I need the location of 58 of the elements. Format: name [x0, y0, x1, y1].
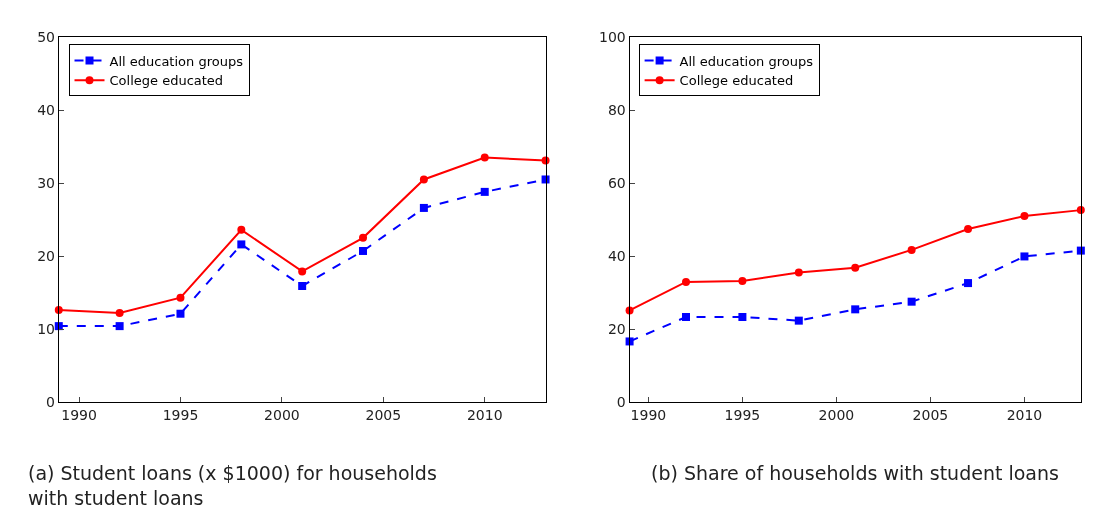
y-tick-label: 0 [616, 393, 626, 410]
text: (b) Share of households with student loans [651, 462, 1059, 484]
point [359, 246, 368, 255]
x-tick-label: 1995 [724, 406, 761, 423]
point [794, 268, 803, 277]
y-tick-label: 20 [607, 320, 626, 337]
x-tick-label: 2005 [365, 406, 402, 423]
point [682, 277, 690, 286]
x-tick-label: 2000 [264, 406, 300, 423]
y-tick-label: 10 [37, 320, 55, 337]
point [1076, 206, 1085, 215]
point [419, 175, 428, 184]
point [794, 316, 803, 325]
x-tick-label: 1990 [61, 406, 97, 423]
point [738, 276, 747, 285]
legend-label: College educated [109, 73, 224, 89]
x-tick-label: 2010 [1006, 406, 1043, 423]
point [851, 263, 860, 272]
y-tick-label: 40 [37, 102, 55, 119]
point [1020, 211, 1029, 220]
legend-label: College educated [679, 73, 794, 89]
y-tick-label: 60 [607, 175, 626, 192]
x-tick-label: 1995 [162, 406, 199, 423]
point [237, 225, 246, 234]
point [54, 306, 63, 315]
point [907, 245, 916, 254]
point [115, 308, 124, 317]
y-tick-label: 80 [607, 102, 626, 119]
x-tick-label: 2000 [818, 406, 855, 423]
point [176, 293, 185, 302]
point [419, 203, 428, 212]
point [964, 225, 973, 234]
point [298, 281, 307, 290]
y-tick-label: 0 [46, 393, 55, 410]
x-tick-label: 2005 [912, 406, 949, 423]
point [681, 313, 690, 321]
point [480, 153, 489, 162]
x-tick-label: 1990 [630, 406, 667, 423]
text: (a) Student loans (x $1000) for households with student loans [28, 462, 437, 509]
point [115, 322, 124, 331]
x-tick-label: 2010 [466, 406, 503, 423]
y-tick-label: 40 [607, 247, 626, 264]
point [359, 233, 368, 242]
point [237, 240, 246, 249]
point [176, 309, 185, 318]
y-tick-label: 30 [37, 175, 55, 192]
point [851, 305, 860, 314]
point [907, 297, 916, 306]
legend-label: All education groups [679, 53, 814, 69]
point [964, 279, 973, 288]
legend-label: All education groups [109, 53, 244, 69]
point [298, 267, 307, 276]
point [1020, 252, 1029, 261]
y-tick-label: 20 [37, 247, 55, 264]
y-tick-label: 50 [37, 29, 55, 46]
point [738, 313, 747, 321]
point [480, 187, 489, 196]
y-tick-label: 100 [599, 29, 626, 46]
